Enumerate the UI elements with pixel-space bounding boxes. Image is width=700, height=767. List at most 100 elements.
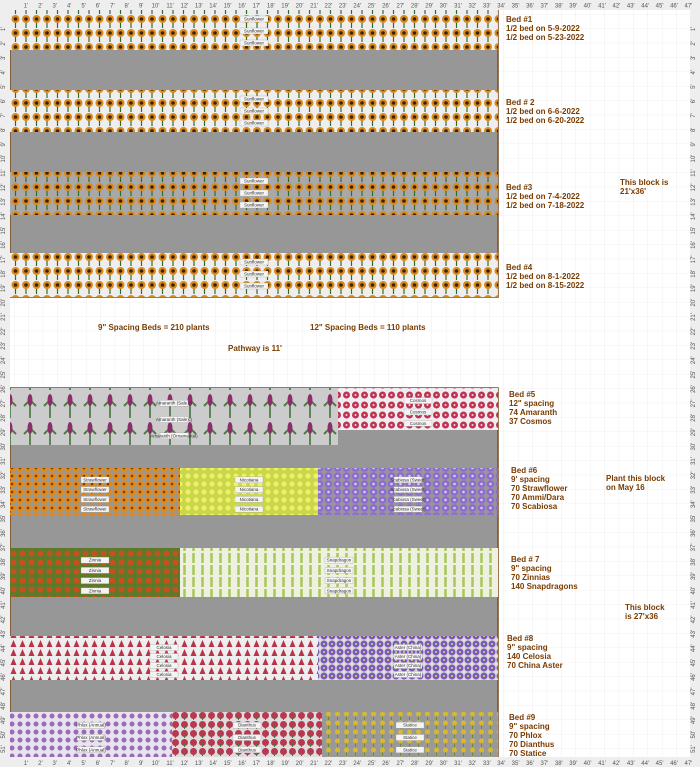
right-ruler [690, 0, 700, 767]
plant-tag: Scabiosa (Sweet) [390, 507, 426, 512]
plant-tag-box [239, 95, 269, 103]
bed-label: 1/2 bed on 6-6-2022 [506, 107, 580, 116]
ruler-label: 45' [656, 4, 664, 10]
ruler-label: 20' [691, 299, 697, 307]
ruler-label: 21' [691, 313, 697, 321]
bed-label: 1/2 bed on 5-9-2022 [506, 24, 580, 33]
plant-tag: Snapdragon [327, 578, 352, 583]
ruler-label: 42' [1, 615, 7, 623]
plant-tag: Statice [403, 735, 417, 740]
bed-label: 37 Cosmos [509, 417, 552, 426]
bed-label: Bed # 7 [511, 555, 540, 564]
ruler-label: 43' [627, 4, 635, 10]
ruler-label: 49' [691, 716, 697, 724]
bed-label: 12" spacing [509, 399, 554, 408]
bed-label: 140 Celosia [507, 652, 552, 661]
plant-tag-box [234, 486, 264, 493]
ruler-label: 13' [195, 4, 203, 10]
plant-tag-box [159, 400, 189, 407]
ruler-label: 34' [1, 500, 7, 508]
plant-tag-box [403, 397, 433, 404]
plant-tag-box [76, 734, 106, 741]
ruler-label: 9' [139, 4, 143, 10]
ruler-label: 12' [180, 4, 188, 10]
ruler-label: 17' [1, 255, 7, 263]
ruler-label: 28' [1, 414, 7, 422]
plant-tag-box [393, 505, 423, 513]
ruler-label: 32' [468, 4, 476, 10]
plant-tag-box [239, 15, 269, 23]
plant-tag-box [324, 567, 354, 574]
ruler-label: 21' [310, 4, 318, 10]
ruler-label: 2' [38, 4, 42, 10]
ruler-label: 9' [139, 761, 143, 767]
ruler-label: 33' [691, 486, 697, 494]
ruler-label: 10' [691, 155, 697, 163]
bed-label: Plant this block [606, 474, 666, 483]
ruler-label: 32' [1, 471, 7, 479]
ruler-label: 7' [110, 4, 114, 10]
ruler-label: 25' [368, 761, 376, 767]
ruler-label: 17' [691, 255, 697, 263]
bed-label: on May 16 [606, 483, 645, 492]
ruler-label: 3' [1, 56, 7, 60]
ruler-label: 31' [454, 761, 462, 767]
ruler-label: 4' [691, 70, 697, 74]
ruler-label: 25' [691, 371, 697, 379]
bed-label: 9" spacing [507, 643, 548, 652]
ruler-label: 49' [1, 716, 7, 724]
ruler-label: 20' [296, 4, 304, 10]
plant-tag: Statice [403, 723, 417, 728]
ruler-label: 16' [691, 241, 697, 249]
plant-tag-box [234, 496, 264, 503]
plant-tag-box [76, 722, 106, 729]
plant-tag-box [239, 177, 269, 185]
ruler-label: 8' [1, 128, 7, 132]
ruler-label: 51' [691, 745, 697, 753]
plant-tag-box [239, 27, 269, 35]
ruler-label: 22' [1, 327, 7, 335]
bed-label: 74 Amaranth [509, 408, 557, 417]
ruler-label: 21' [310, 761, 318, 767]
ruler-label: 43' [691, 630, 697, 638]
ruler-label: 32' [691, 471, 697, 479]
ruler-label: 46' [1, 673, 7, 681]
ruler-label: 47' [684, 4, 692, 10]
plant-tag: Celosia [156, 645, 172, 650]
plant-tag-box [393, 486, 423, 493]
ruler-label: 24' [353, 761, 361, 767]
plant-tag: Nicotiana [240, 497, 259, 502]
plant-tag: Zinnia [89, 578, 102, 583]
ruler-label: 41' [691, 601, 697, 609]
ruler-label: 16' [1, 241, 7, 249]
ruler-label: 8' [125, 761, 129, 767]
ruler-label: 46' [670, 761, 678, 767]
plant-tag-box [80, 486, 110, 493]
bed-label: 1/2 bed on 8-15-2022 [506, 281, 585, 290]
bed-label: This block is [620, 178, 669, 187]
plant-tag: Amaranth (Sale c) [156, 401, 193, 406]
ruler-label: 29' [425, 761, 433, 767]
ruler-label: 19' [281, 4, 289, 10]
ruler-label: 2' [691, 41, 697, 45]
ruler-label: 22' [324, 761, 332, 767]
ruler-label: 28' [691, 414, 697, 422]
ruler-label: 43' [1, 630, 7, 638]
ruler-label: 14' [209, 4, 217, 10]
ruler-label: 4' [67, 761, 71, 767]
ruler-label: 25' [1, 371, 7, 379]
ruler-label: 1' [691, 27, 697, 31]
ruler-label: 24' [1, 356, 7, 364]
ruler-label: 6' [96, 761, 100, 767]
bed-label: Bed #5 [509, 390, 536, 399]
ruler-label: 22' [691, 327, 697, 335]
plant-tag: Amaranth (Sale c) [156, 417, 193, 422]
plant-tag: Sunflower [244, 203, 265, 208]
summary: 9" Spacing Beds = 210 plants [98, 323, 210, 332]
ruler-label: 10' [152, 761, 160, 767]
ruler-label: 24' [691, 356, 697, 364]
plant-tag: Scabiosa (Sweet) [390, 497, 426, 502]
ruler-label: 10' [1, 155, 7, 163]
bed-label: Bed #4 [506, 263, 533, 272]
plant-tag-box [149, 653, 179, 660]
